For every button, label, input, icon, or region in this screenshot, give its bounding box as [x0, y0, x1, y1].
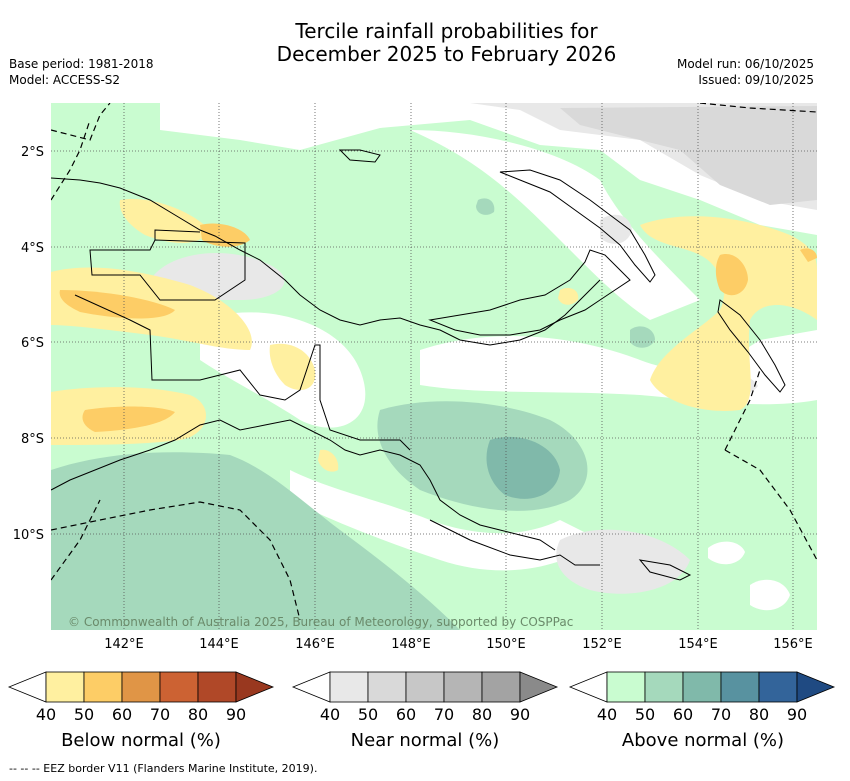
graticule — [51, 103, 817, 630]
lon-label-148e: 148°E — [391, 637, 431, 652]
colorbar-segment — [329, 671, 369, 703]
colorbar-segment — [758, 671, 798, 703]
colorbar-high-extension — [796, 671, 836, 703]
colorbar-tick-label: 80 — [472, 705, 492, 724]
longitude-labels: 142°E 144°E 146°E 148°E 150°E 152°E 154°… — [104, 637, 813, 652]
colorbar-tick-label: 50 — [358, 705, 378, 724]
colorbar-segment — [197, 671, 237, 703]
below-normal-areas — [51, 199, 817, 472]
coastlines — [51, 149, 786, 581]
colorbar-segment — [720, 671, 760, 703]
lon-label-152e: 152°E — [582, 637, 622, 652]
colorbar-tick-label: 40 — [320, 705, 340, 724]
map-title: Tercile rainfall probabilities for Decem… — [0, 20, 850, 66]
colorbar-tick-label: 70 — [711, 705, 731, 724]
eez-footnote: -- -- -- EEZ border V11 (Flanders Marine… — [9, 762, 318, 775]
colorbar-segment — [45, 671, 85, 703]
lat-label-6s: 6°S — [21, 336, 44, 351]
colorbars: 40 50 60 70 80 90 40 50 60 70 80 90 40 50 60 70 80 90 — [7, 671, 836, 724]
colorbar-segment — [443, 671, 483, 703]
lat-label-10s: 10°S — [13, 528, 44, 543]
colorbar-tick-label: 70 — [150, 705, 170, 724]
base-period: Base period: 1981-2018 — [9, 57, 154, 71]
bougainville-coast — [717, 299, 786, 393]
below-normal-label: Below normal (%) — [61, 730, 221, 751]
colorbar-high-extension — [235, 671, 275, 703]
colorbar-tick-label: 80 — [749, 705, 769, 724]
lon-label-156e: 156°E — [773, 637, 813, 652]
colorbar-segment — [405, 671, 445, 703]
lon-label-150e: 150°E — [486, 637, 526, 652]
colorbar-low-extension — [7, 671, 47, 703]
colorbar-2: 40 50 60 70 80 90 — [568, 671, 836, 724]
meta-left: Base period: 1981-2018 Model: ACCESS-S2 — [9, 56, 154, 88]
colorbar-segment — [159, 671, 199, 703]
png-mainland-south-coast — [51, 419, 556, 551]
issued-date: Issued: 09/10/2025 — [698, 73, 814, 87]
colorbar-tick-label: 70 — [434, 705, 454, 724]
colorbar-0: 40 50 60 70 80 90 — [7, 671, 275, 724]
copyright-notice: © Commonwealth of Australia 2025, Bureau… — [68, 615, 573, 629]
manus-island — [338, 149, 381, 163]
lat-label-2s: 2°S — [21, 145, 44, 160]
title-line-2: December 2025 to February 2026 — [276, 42, 617, 66]
guadalcanal-coast — [638, 559, 692, 581]
lat-label-4s: 4°S — [21, 241, 44, 256]
model-name: Model: ACCESS-S2 — [9, 73, 121, 87]
map-plot-area — [51, 103, 817, 630]
colorbar-tick-label: 60 — [673, 705, 693, 724]
colorbar-segment — [682, 671, 722, 703]
colorbar-tick-label: 50 — [635, 705, 655, 724]
lon-label-142e: 142°E — [104, 637, 144, 652]
model-run: Model run: 06/10/2025 — [676, 57, 814, 71]
png-west-border — [154, 229, 201, 240]
colorbar-segment — [644, 671, 684, 703]
title-line-1: Tercile rainfall probabilities for — [295, 19, 598, 43]
meta-right: Model run: 06/10/2025 Issued: 09/10/2025 — [677, 56, 814, 88]
colorbar-tick-label: 50 — [74, 705, 94, 724]
png-south-east-tail — [429, 519, 600, 566]
colorbar-tick-label: 60 — [112, 705, 132, 724]
colorbar-tick-label: 80 — [188, 705, 208, 724]
near-normal-label: Near normal (%) — [350, 730, 500, 751]
colorbar-low-extension — [291, 671, 331, 703]
colorbar-segment — [367, 671, 407, 703]
colorbar-tick-label: 90 — [787, 705, 807, 724]
above-normal-label: Above normal (%) — [621, 730, 785, 751]
new-britain-coast — [428, 249, 631, 336]
above-normal-areas — [51, 198, 655, 630]
colorbar-tick-label: 90 — [226, 705, 246, 724]
inland-border — [89, 239, 246, 301]
png-border — [74, 294, 411, 451]
colorbar-high-extension — [519, 671, 559, 703]
colorbar-segment — [83, 671, 123, 703]
colorbar-tick-label: 60 — [396, 705, 416, 724]
colorbar-tick-label: 90 — [510, 705, 530, 724]
new-ireland-coast — [499, 169, 656, 283]
colorbar-tick-label: 40 — [36, 705, 56, 724]
latitude-labels: 2°S 4°S 6°S 8°S 10°S — [13, 145, 44, 543]
colorbar-segment — [481, 671, 521, 703]
colorbar-low-extension — [568, 671, 608, 703]
colorbar-1: 40 50 60 70 80 90 — [291, 671, 559, 724]
lat-label-8s: 8°S — [21, 432, 44, 447]
colorbar-segment — [121, 671, 161, 703]
colorbar-tick-label: 40 — [597, 705, 617, 724]
png-mainland-north-coast — [51, 177, 601, 346]
colorbar-segment — [606, 671, 646, 703]
lon-label-144e: 144°E — [199, 637, 239, 652]
lon-label-146e: 146°E — [295, 637, 335, 652]
eez-borders — [51, 103, 817, 621]
lon-label-154e: 154°E — [678, 637, 718, 652]
